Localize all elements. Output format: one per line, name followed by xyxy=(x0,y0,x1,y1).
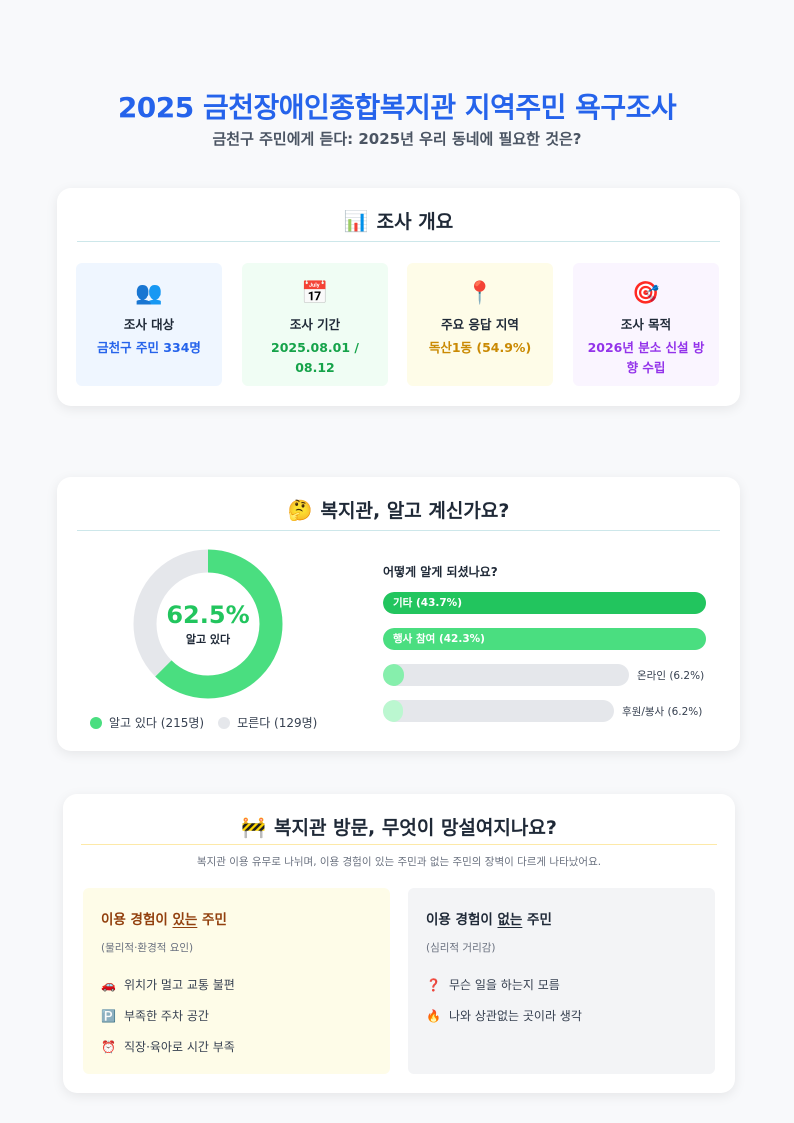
group-title-prefix: 이용 경험이 xyxy=(426,912,498,928)
bars-title: 어떻게 알게 되셨나요? xyxy=(383,565,498,579)
bar-label: 행사 참여 (42.3%) xyxy=(393,633,485,645)
car-icon: 🚗 xyxy=(101,977,116,992)
overview-item: 📅 조사 기간 2025.08.01 / 08.12 xyxy=(242,263,388,386)
barrier-item: ⏰ 직장·육아로 시간 부족 xyxy=(101,1031,372,1062)
page-title: 2025 금천장애인종합복지관 지역주민 욕구조사 xyxy=(117,91,677,124)
barrier-item-text: 부족한 주차 공간 xyxy=(124,1009,209,1023)
group-title-suffix: 주민 xyxy=(197,912,227,928)
question-icon: ❓ xyxy=(426,977,441,992)
legend-label: 알고 있다 (215명) xyxy=(109,716,205,730)
parking-icon: 🅿️ xyxy=(101,1008,116,1023)
construction-icon: 🚧 xyxy=(241,814,267,839)
group-title: 이용 경험이 있는 주민 xyxy=(101,908,372,928)
overview-heading-text: 조사 개요 xyxy=(376,211,454,233)
awareness-heading-text: 복지관, 알고 계신가요? xyxy=(320,500,510,522)
awareness-card: 🤔 복지관, 알고 계신가요? 62.5% 알고 있다 알고 있다 (215명)… xyxy=(57,477,740,751)
bar-track: 행사 참여 (42.3%) xyxy=(383,628,706,650)
thinking-face-icon: 🤔 xyxy=(287,497,313,522)
barrier-item: 🚗 위치가 멀고 교통 불편 xyxy=(101,969,372,1000)
bar-row: 후원/봉사 (6.2%) xyxy=(383,700,702,722)
people-icon: 👥 xyxy=(135,281,163,306)
barrier-item: 🔥 나와 상관없는 곳이라 생각 xyxy=(426,1000,697,1031)
barriers-heading: 🚧 복지관 방문, 무엇이 망설여지나요? xyxy=(81,809,717,845)
barrier-item-text: 무슨 일을 하는지 모름 xyxy=(449,978,560,992)
overview-item-value: 2025.08.01 / 08.12 xyxy=(271,340,359,375)
overview-item-label: 조사 기간 xyxy=(289,317,341,332)
group-subtitle: (심리적 거리감) xyxy=(426,942,496,954)
overview-item-label: 조사 대상 xyxy=(123,317,175,332)
donut-caption: 알고 있다 xyxy=(185,633,231,646)
group-title-emphasis: 있는 xyxy=(172,912,198,928)
pin-icon: 📍 xyxy=(466,281,494,306)
group-title-suffix: 주민 xyxy=(522,912,552,928)
awareness-donut: 62.5% 알고 있다 xyxy=(133,549,283,699)
experienced-group: 이용 경험이 있는 주민 (물리적·환경적 요인) 🚗 위치가 멀고 교통 불편 🅿️ 부… xyxy=(83,888,390,1074)
bar-row: 온라인 (6.2%) xyxy=(383,664,704,686)
donut-chart xyxy=(133,549,283,699)
barrier-item-text: 위치가 멀고 교통 불편 xyxy=(124,978,235,992)
legend-swatch xyxy=(218,716,231,729)
legend-item: 모른다 (129명) xyxy=(218,714,317,731)
barriers-description: 복지관 이용 유무로 나뉘며, 이용 경험이 있는 주민과 없는 주민의 장벽이… xyxy=(196,856,602,868)
chart-icon: 📊 xyxy=(343,208,369,233)
legend-label: 모른다 (129명) xyxy=(237,716,318,730)
calendar-icon: 📅 xyxy=(301,281,329,306)
page-subtitle: 금천구 주민에게 듣다: 2025년 우리 동네에 필요한 것은? xyxy=(212,130,582,148)
group-title-emphasis: 없는 xyxy=(497,912,523,928)
group-title: 이용 경험이 없는 주민 xyxy=(426,908,697,928)
donut-legend: 알고 있다 (215명) 모른다 (129명) xyxy=(90,714,317,731)
barrier-item-text: 나와 상관없는 곳이라 생각 xyxy=(449,1009,582,1023)
bar-label: 후원/봉사 (6.2%) xyxy=(622,705,703,718)
fire-icon: 🔥 xyxy=(426,1008,441,1023)
group-title-prefix: 이용 경험이 xyxy=(101,912,173,928)
bar-track xyxy=(383,700,614,722)
donut-percent: 62.5% xyxy=(166,601,250,629)
overview-heading: 📊 조사 개요 xyxy=(77,202,720,242)
bar-label: 기타 (43.7%) xyxy=(393,597,463,609)
barrier-item: 🅿️ 부족한 주차 공간 xyxy=(101,1000,372,1031)
target-icon: 🎯 xyxy=(632,281,660,306)
bar-row: 기타 (43.7%) xyxy=(383,592,706,614)
barrier-item: ❓ 무슨 일을 하는지 모름 xyxy=(426,969,697,1000)
alarm-clock-icon: ⏰ xyxy=(101,1039,116,1054)
bar-fill xyxy=(383,664,404,686)
overview-item-label: 조사 목적 xyxy=(620,317,672,332)
bar-track: 기타 (43.7%) xyxy=(383,592,706,614)
group-subtitle: (물리적·환경적 요인) xyxy=(101,942,194,954)
barrier-item-text: 직장·육아로 시간 부족 xyxy=(124,1040,235,1054)
inexperienced-group: 이용 경험이 없는 주민 (심리적 거리감) ❓ 무슨 일을 하는지 모름 🔥 나와 상관… xyxy=(408,888,715,1074)
bar-row: 행사 참여 (42.3%) xyxy=(383,628,706,650)
bar-fill xyxy=(383,592,706,614)
bar-fill xyxy=(383,700,403,722)
overview-item: 🎯 조사 목적 2026년 분소 신설 방향 수립 xyxy=(573,263,719,386)
overview-item-value: 금천구 주민 334명 xyxy=(97,340,201,355)
legend-swatch xyxy=(90,716,102,729)
awareness-heading: 🤔 복지관, 알고 계신가요? xyxy=(77,489,720,531)
barriers-card: 🚧 복지관 방문, 무엇이 망설여지나요? 복지관 이용 유무로 나뉘며, 이용… xyxy=(63,794,735,1093)
overview-item-value: 2026년 분소 신설 방향 수립 xyxy=(587,340,705,375)
donut-known-arc xyxy=(133,549,283,699)
bar-label: 온라인 (6.2%) xyxy=(637,669,705,682)
bar-fill xyxy=(383,628,706,650)
overview-item-label: 주요 응답 지역 xyxy=(441,317,519,332)
bar-track xyxy=(383,664,629,686)
overview-item-value: 독산1동 (54.9%) xyxy=(428,340,532,355)
barriers-heading-text: 복지관 방문, 무엇이 망설여지나요? xyxy=(274,817,557,839)
legend-item: 알고 있다 (215명) xyxy=(90,714,204,731)
